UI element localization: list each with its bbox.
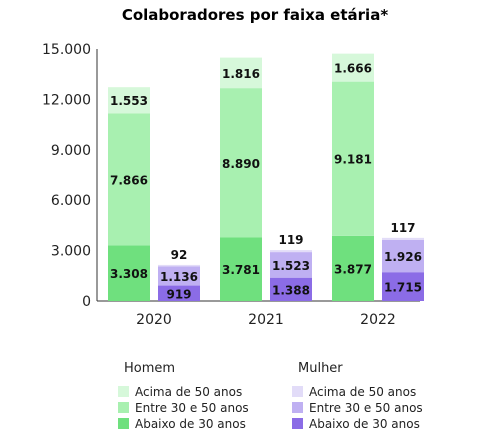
data-label: 7.866 (110, 173, 148, 187)
bar-homem-1-0 (220, 237, 262, 301)
axes: 0 3.000 6.000 9.000 12.000 15.000 2020 2021 2022 (42, 42, 420, 328)
bars: 3.308 7.866 1.553 919 1.136 92 3.781 8.890 1.816… (108, 53, 424, 301)
data-label: 8.890 (222, 157, 260, 171)
legend-label: Entre 30 e 50 anos (135, 401, 249, 415)
data-label: 1.926 (384, 250, 422, 264)
legend-label: Acima de 50 anos (309, 385, 416, 399)
bar-mulher-0-1 (158, 266, 200, 286)
bar-mulher-2-2 (382, 237, 424, 240)
y-tick-label: 9.000 (51, 143, 91, 159)
data-label: 1.666 (334, 62, 372, 76)
y-tick-label: 12.000 (42, 92, 91, 108)
legend-swatch (292, 418, 303, 429)
bar-homem-0-0 (108, 245, 150, 301)
legend-header: Mulher (298, 361, 343, 376)
bar-mulher-1-0 (270, 277, 312, 301)
data-label: 3.781 (222, 263, 260, 277)
legend-swatch (118, 386, 129, 397)
data-label: 9.181 (334, 153, 372, 167)
legend-swatch (292, 402, 303, 413)
legend-swatch (292, 386, 303, 397)
data-label: 919 (166, 287, 191, 301)
bar-homem-2-2 (332, 53, 374, 82)
data-label: 1.388 (272, 283, 310, 297)
data-label: 1.523 (272, 259, 310, 273)
bar-homem-0-1 (108, 113, 150, 246)
bar-homem-2-1 (332, 81, 374, 236)
y-tick-label: 6.000 (51, 193, 91, 209)
bar-mulher-0-2 (158, 264, 200, 267)
data-label: 119 (278, 233, 303, 247)
x-tick-label: 2020 (136, 312, 172, 328)
legend-label: Entre 30 e 50 anos (309, 401, 423, 415)
y-tick-label: 0 (82, 294, 91, 310)
bar-mulher-2-1 (382, 239, 424, 273)
data-label: 1.136 (160, 270, 198, 284)
data-label: 1.553 (110, 94, 148, 108)
data-label: 1.715 (384, 281, 422, 295)
data-label: 3.877 (334, 262, 372, 276)
bar-mulher-1-2 (270, 250, 312, 253)
bar-mulher-2-0 (382, 272, 424, 301)
legend-label: Acima de 50 anos (135, 385, 242, 399)
legend-swatch (118, 418, 129, 429)
data-label: 92 (171, 248, 188, 262)
y-tick-label: 15.000 (42, 42, 91, 58)
x-tick-label: 2022 (360, 312, 396, 328)
data-label: 117 (390, 221, 415, 235)
bar-mulher-1-1 (270, 252, 312, 278)
y-tick-label: 3.000 (51, 244, 91, 260)
bar-homem-2-0 (332, 235, 374, 301)
bar-homem-1-1 (220, 88, 262, 238)
data-label: 1.816 (222, 67, 260, 81)
legend-label: Abaixo de 30 anos (135, 417, 246, 431)
x-tick-label: 2021 (248, 312, 284, 328)
bar-homem-1-2 (220, 57, 262, 89)
data-label: 3.308 (110, 267, 148, 281)
bar-mulher-0-0 (158, 285, 200, 301)
legend-swatch (118, 402, 129, 413)
legend-header: Homem (124, 361, 175, 376)
bar-homem-0-2 (108, 87, 150, 114)
chart-title: Colaboradores por faixa etária* (122, 6, 389, 24)
legend: Homem Acima de 50 anos Entre 30 e 50 anos A… (118, 361, 423, 431)
legend-label: Abaixo de 30 anos (309, 417, 420, 431)
